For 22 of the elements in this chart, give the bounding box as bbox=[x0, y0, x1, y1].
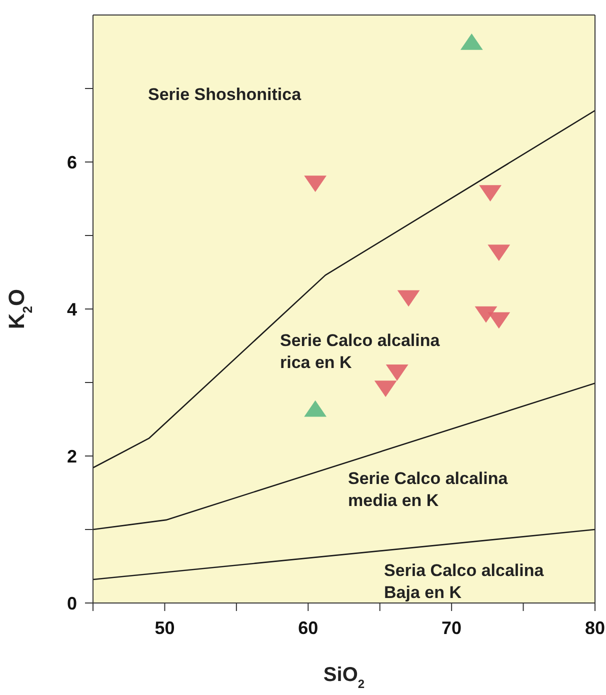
annotation: Serie Calco alcalina rica en K bbox=[280, 331, 440, 372]
point bbox=[488, 312, 510, 329]
x-tick-label: 60 bbox=[298, 618, 318, 638]
y-tick-label: 6 bbox=[66, 152, 77, 172]
point bbox=[397, 290, 420, 307]
point bbox=[488, 244, 510, 262]
annotation: Serie Shoshonitica bbox=[148, 85, 302, 104]
point bbox=[386, 364, 408, 381]
x-tick-label: 80 bbox=[584, 618, 606, 638]
point bbox=[479, 185, 502, 202]
x-tick-label: 50 bbox=[154, 618, 175, 638]
point bbox=[374, 380, 397, 398]
annotation: Seria Calco alcalina Baja en K bbox=[384, 561, 544, 602]
point bbox=[474, 306, 498, 323]
x-axis-title: SiO$_{2}$ bbox=[323, 664, 365, 691]
y-tick-label: 2 bbox=[66, 446, 77, 466]
line-series bbox=[93, 110, 595, 468]
annotation: Serie Calco alcalina media en K bbox=[348, 469, 508, 510]
y-tick-label: 4 bbox=[66, 299, 77, 320]
point bbox=[304, 176, 327, 192]
y-tick-label: 0 bbox=[66, 593, 77, 614]
x-tick-label: 70 bbox=[442, 618, 462, 638]
